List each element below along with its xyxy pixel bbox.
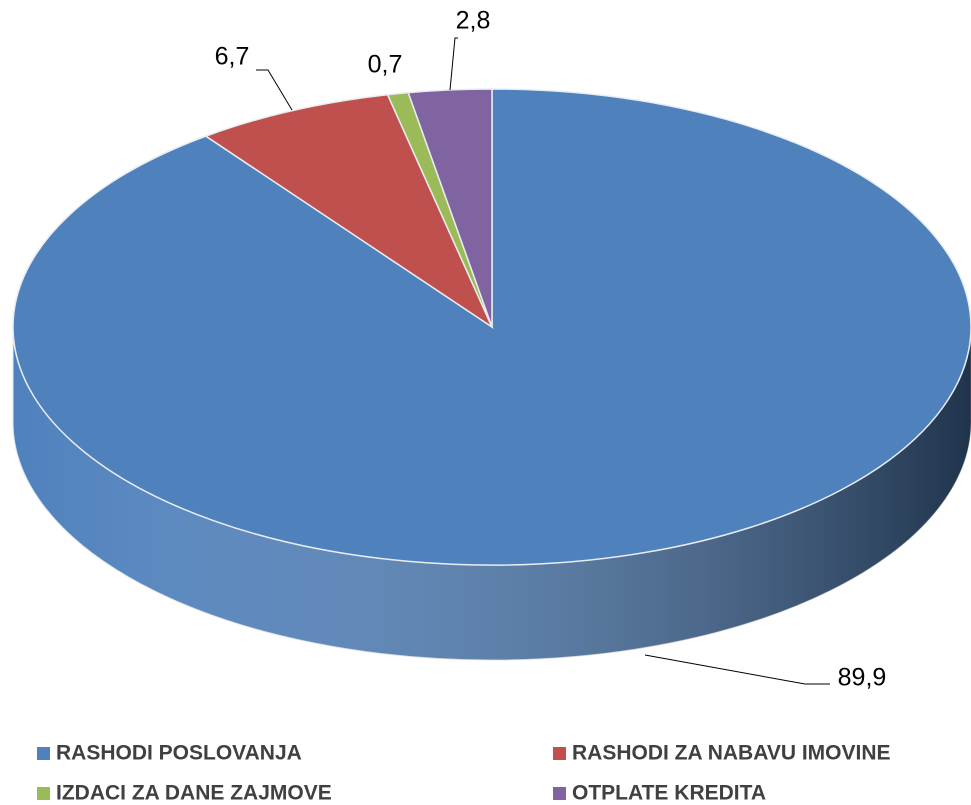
legend-swatch [553, 787, 566, 800]
data-label: 2,8 [456, 7, 491, 35]
legend-label: RASHODI POSLOVANJA [56, 742, 302, 765]
legend-label: IZDACI ZA DANE ZAJMOVE [56, 782, 332, 805]
data-label: 6,7 [215, 43, 250, 71]
leader-line [449, 37, 458, 91]
pie-top [12, 88, 971, 566]
legend: RASHODI POSLOVANJA RASHODI ZA NABAVU IMOV… [37, 742, 891, 805]
leader-line [644, 654, 830, 685]
legend-label: OTPLATE KREDITA [572, 782, 766, 805]
leader-line [256, 69, 293, 111]
legend-swatch [37, 747, 50, 760]
pie-slice [204, 93, 494, 330]
data-labels: 89,9 6,7 0,7 2,8 [215, 7, 887, 692]
legend-swatch [553, 747, 566, 760]
data-label: 89,9 [838, 664, 887, 692]
legend-swatch [37, 787, 50, 800]
side-shade [13, 327, 971, 660]
data-label: 0,7 [368, 51, 403, 79]
legend-label: RASHODI ZA NABAVU IMOVINE [572, 742, 891, 765]
